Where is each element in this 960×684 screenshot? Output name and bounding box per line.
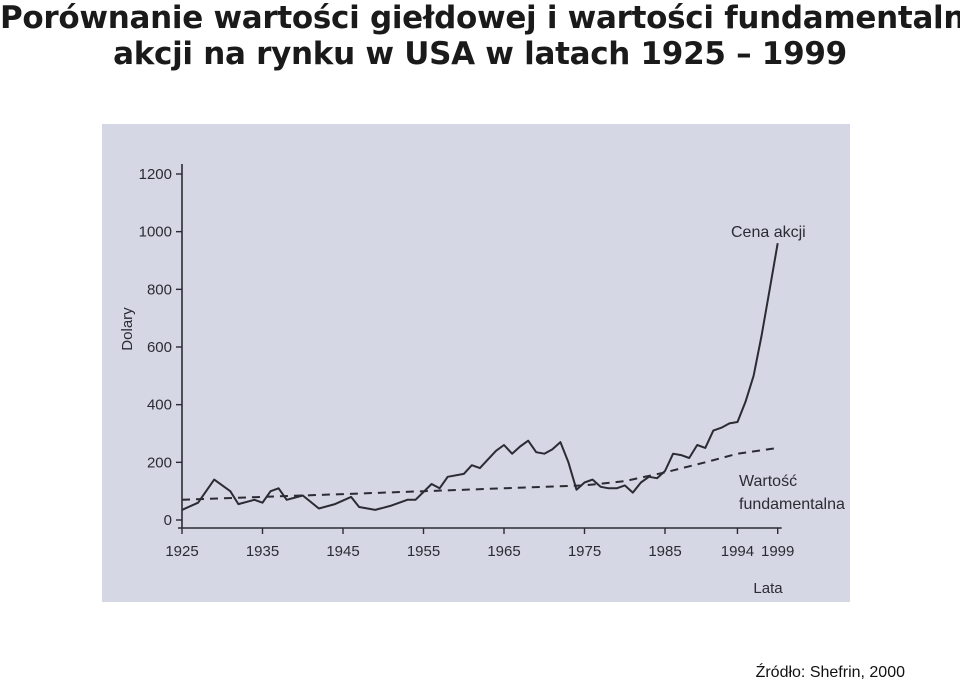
series-line-stock-price	[181, 243, 779, 511]
source-caption: Źródło: Shefrin, 2000	[755, 664, 905, 681]
x-axis-label: Lata	[753, 580, 783, 597]
y-tick-label: 800	[147, 281, 172, 298]
annotation-fundamental-1: Wartość	[739, 473, 797, 490]
title-line-2: akcji na rynku w USA w latach 1925 – 199…	[113, 36, 847, 72]
x-tick-label: 1925	[165, 543, 198, 560]
y-tick-label: 1000	[139, 224, 172, 241]
x-tick-label: 1935	[246, 543, 279, 560]
x-tick-label: 1965	[487, 543, 520, 560]
series-line-fundamental-value	[181, 446, 778, 501]
title-line-1: Porównanie wartości giełdowej i wartości…	[0, 0, 960, 36]
annotation-fundamental-2: fundamentalna	[739, 496, 845, 513]
x-tick-label: 1955	[407, 543, 440, 560]
y-axis-label: Dolary	[119, 307, 136, 351]
x-tick-label: 1994	[721, 543, 754, 560]
x-tick-label: 1999	[761, 543, 794, 560]
chart-scan: 0 200 400 600 800 1000 1200 1925 1935 1945 1955 196…	[102, 124, 850, 602]
x-tick-label: 1945	[326, 543, 359, 560]
x-tick-label: 1975	[568, 543, 601, 560]
y-tick-label: 200	[147, 454, 172, 471]
y-tick-label: 600	[147, 339, 172, 356]
x-tick-label: 1985	[648, 543, 681, 560]
chart-title: Porównanie wartości giełdowej i wartości…	[0, 0, 960, 72]
annotation-price: Cena akcji	[731, 224, 806, 241]
y-tick-label: 400	[147, 397, 172, 414]
y-tick-label: 0	[164, 512, 172, 529]
line-chart: 0 200 400 600 800 1000 1200 1925 1935 1945 1955 196…	[119, 164, 845, 597]
y-tick-label: 1200	[139, 166, 172, 183]
